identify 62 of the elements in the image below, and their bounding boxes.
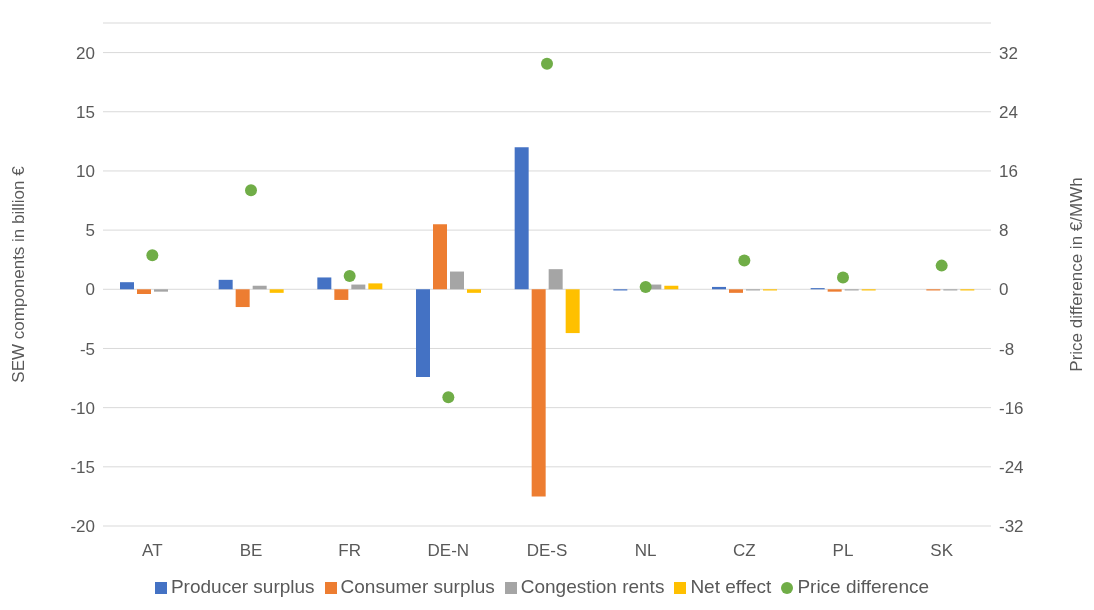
bar [218, 279, 233, 290]
bar [531, 289, 546, 497]
point [442, 391, 455, 404]
x-tick-label: BE [239, 541, 263, 561]
bar [269, 289, 284, 293]
y2-axis-title: Price difference in €/MWh [1067, 177, 1087, 372]
point [935, 259, 948, 272]
point [146, 249, 159, 262]
y2-tick-label: 0 [999, 280, 1009, 300]
y2-tick-label: -16 [999, 398, 1024, 418]
legend-label: Producer surplus [170, 576, 315, 597]
y-tick-label: 10 [76, 161, 95, 181]
bar [450, 271, 464, 290]
legend-label: Congestion rents [520, 576, 665, 597]
point [343, 269, 356, 282]
y2-tick-label: -8 [999, 339, 1015, 359]
bar [334, 289, 349, 300]
y-tick-label: -10 [70, 398, 95, 418]
point [639, 281, 652, 294]
y2-tick-label: -32 [999, 517, 1024, 537]
bar [235, 289, 250, 308]
y2-tick-label: 8 [999, 221, 1009, 241]
x-tick-label: AT [142, 541, 163, 561]
y-tick-label: -5 [79, 339, 95, 359]
point [738, 254, 751, 267]
y-tick-label: 15 [76, 102, 95, 122]
x-tick-label: SK [930, 541, 954, 561]
legend-label: Net effect [690, 576, 772, 597]
bar [416, 289, 430, 377]
y2-tick-label: 32 [999, 43, 1018, 63]
y-tick-label: 5 [85, 221, 95, 241]
x-tick-label: FR [338, 541, 361, 561]
y-axis-title: SEW components in billion € [9, 165, 29, 383]
bar [120, 282, 134, 290]
y-tick-label: 0 [85, 280, 95, 300]
bar [548, 269, 563, 290]
bar [433, 224, 447, 290]
bar [729, 289, 743, 293]
y-tick-label: -15 [70, 457, 95, 477]
bar [467, 289, 481, 293]
bar [565, 289, 580, 334]
point [837, 271, 849, 284]
x-tick-label: DE-N [427, 541, 470, 561]
bar [368, 283, 383, 290]
legend-label: Consumer surplus [340, 576, 495, 597]
x-tick-label: PL [832, 541, 854, 561]
y2-tick-label: 16 [999, 161, 1018, 181]
bar [827, 289, 842, 292]
x-tick-label: CZ [733, 541, 756, 561]
point [541, 57, 553, 70]
bar [154, 289, 168, 292]
y-tick-label: -20 [70, 517, 95, 537]
y-tick-label: 20 [76, 43, 95, 63]
x-tick-label: NL [634, 541, 657, 561]
bar [317, 277, 332, 290]
x-tick-label: DE-S [526, 541, 568, 561]
bar [514, 147, 529, 290]
y2-tick-label: 24 [999, 102, 1018, 122]
point [245, 184, 257, 197]
bar [137, 289, 151, 295]
legend-label: Price difference [797, 576, 930, 597]
y2-tick-label: -24 [999, 457, 1024, 477]
